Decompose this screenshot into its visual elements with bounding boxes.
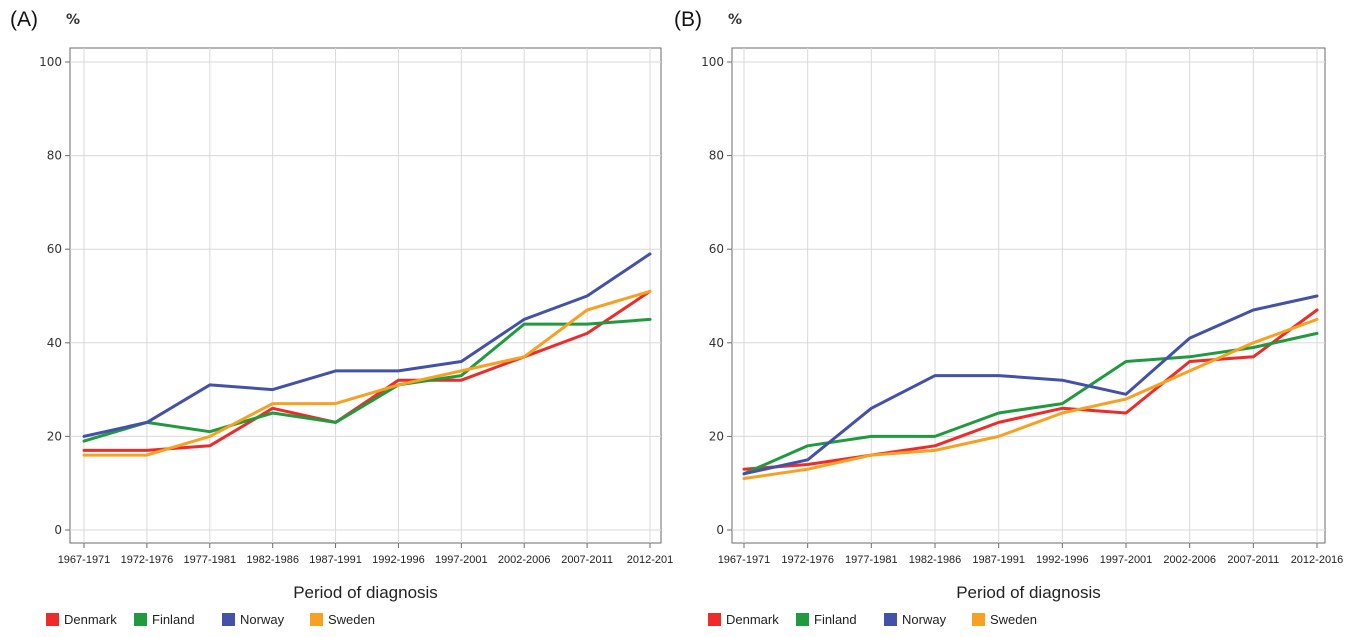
legend-swatch	[134, 613, 147, 626]
legend-item-finland: Finland	[796, 612, 884, 627]
panel-b: (B) % 0 20 40 60 80 100 1967-1971 1972-1976 1977…	[674, 0, 1362, 637]
legend-item-sweden: Sweden	[310, 612, 398, 627]
series-line-norway	[742, 294, 1319, 476]
x-axis-title: Period of diagnosis	[956, 583, 1101, 602]
legend-swatch	[972, 613, 985, 626]
x-tick-label: 2002-2006	[498, 554, 551, 566]
legend-item-norway: Norway	[884, 612, 972, 627]
x-tick-label: 2002-2006	[1163, 554, 1216, 566]
legend-label: Denmark	[64, 612, 117, 627]
series-line-finland	[82, 317, 652, 443]
x-tick-label: 1992-1996	[1036, 554, 1089, 566]
y-tick-label: 100	[39, 55, 62, 69]
legend-item-norway: Norway	[222, 612, 310, 627]
legend-swatch	[310, 613, 323, 626]
x-tick-label: 1972-1976	[121, 554, 174, 566]
plot-area	[69, 47, 662, 544]
x-tick-label: 1977-1981	[845, 554, 898, 566]
series-line-sweden	[742, 317, 1319, 480]
legend-swatch	[222, 613, 235, 626]
series-line-finland	[742, 331, 1319, 476]
legend-label: Sweden	[328, 612, 375, 627]
series-line-denmark	[742, 308, 1319, 471]
panel-a: (A) % 0 20 40 60 80 100 1967-1971 1972-1976 1977…	[10, 8, 674, 627]
legend-item-finland: Finland	[134, 612, 222, 627]
series-line-norway	[82, 252, 652, 438]
y-tick-label: 60	[709, 242, 724, 256]
x-tick-label: 2012-201	[627, 554, 674, 566]
legend-item-denmark: Denmark	[708, 612, 796, 627]
x-tick-label: 1977-1981	[183, 554, 236, 566]
panel-label: (B)	[674, 8, 702, 31]
legend-swatch	[708, 613, 721, 626]
y-tick-label: 80	[47, 149, 62, 163]
y-tick-label: 0	[716, 523, 724, 537]
legend-swatch	[884, 613, 897, 626]
y-tick-label: 40	[47, 336, 62, 350]
legend-item-denmark: Denmark	[46, 612, 134, 627]
y-tick-label: 60	[47, 242, 62, 256]
legend-label: Norway	[902, 612, 947, 627]
x-tick-label: 1967-1971	[58, 554, 111, 566]
y-tick-label: 20	[709, 429, 724, 443]
y-tick-label: 80	[709, 149, 724, 163]
legend-label: Norway	[240, 612, 285, 627]
x-tick-label: 1982-1986	[246, 554, 299, 566]
x-tick-label: 2007-2011	[561, 554, 613, 566]
legend-item-sweden: Sweden	[972, 612, 1060, 627]
x-tick-label: 1997-2001	[1100, 554, 1153, 566]
line-chart-b: 0 20 40 60 80 100 1967-1971 1972-1976 1977-1981 1…	[701, 47, 1344, 602]
y-axis-unit-label: %	[728, 12, 743, 28]
x-tick-label: 2007-2011	[1227, 554, 1279, 566]
panel-label: (A)	[10, 8, 38, 31]
legend-label: Sweden	[990, 612, 1037, 627]
legend-label: Finland	[152, 612, 195, 627]
x-tick-label: 1967-1971	[718, 554, 771, 566]
y-tick-label: 20	[47, 429, 62, 443]
plot-area	[731, 47, 1326, 544]
legend-swatch	[46, 613, 59, 626]
legend-label: Denmark	[726, 612, 779, 627]
x-tick-label: 1987-1991	[309, 554, 362, 566]
series-line-denmark	[82, 289, 652, 452]
legend: Denmark Finland Norway Sweden	[708, 612, 1060, 627]
x-tick-label: 1972-1976	[781, 554, 834, 566]
legend-label: Finland	[814, 612, 857, 627]
legend: Denmark Finland Norway Sweden	[46, 612, 398, 627]
x-tick-label: 2012-2016	[1291, 554, 1344, 566]
series-line-sweden	[82, 289, 652, 457]
legend-swatch	[796, 613, 809, 626]
y-axis-unit-label: %	[66, 12, 81, 28]
x-tick-label: 1997-2001	[435, 554, 488, 566]
y-tick-label: 0	[54, 523, 62, 537]
y-tick-label: 100	[701, 55, 724, 69]
x-tick-label: 1992-1996	[372, 554, 425, 566]
x-axis-title: Period of diagnosis	[293, 583, 438, 602]
y-tick-label: 40	[709, 336, 724, 350]
x-tick-label: 1987-1991	[972, 554, 1025, 566]
line-chart-a: 0 20 40 60 80 100 1967-1971 1972-1976 1977-1981 1…	[39, 47, 674, 602]
x-tick-label: 1982-1986	[909, 554, 962, 566]
